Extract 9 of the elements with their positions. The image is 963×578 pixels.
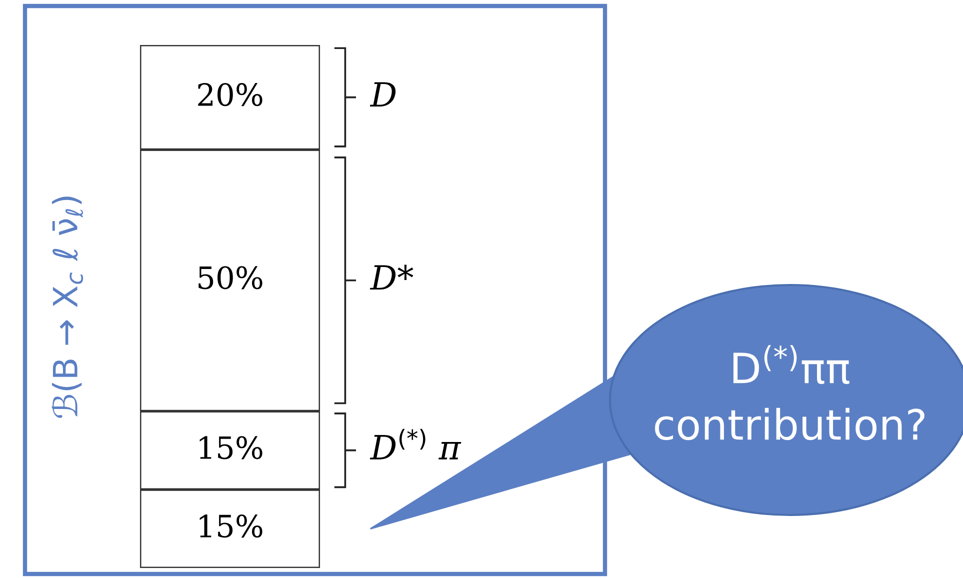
- data-label: 20%: [198, 83, 262, 106]
- series-label: D: [370, 82, 396, 106]
- series-label: D*: [370, 264, 414, 290]
- data-label: 15%: [200, 514, 262, 538]
- y-axis-title: ℬ(B → X$_{c}$ ℓ ν̄$_{ℓ}$): [52, 196, 84, 418]
- series-label: D$^{(*)}$ π: [370, 428, 462, 460]
- data-label: 15%: [200, 436, 262, 460]
- data-label: 50%: [198, 266, 262, 290]
- text: D$^{(*)}$ππ contribution?: [654, 345, 924, 440]
